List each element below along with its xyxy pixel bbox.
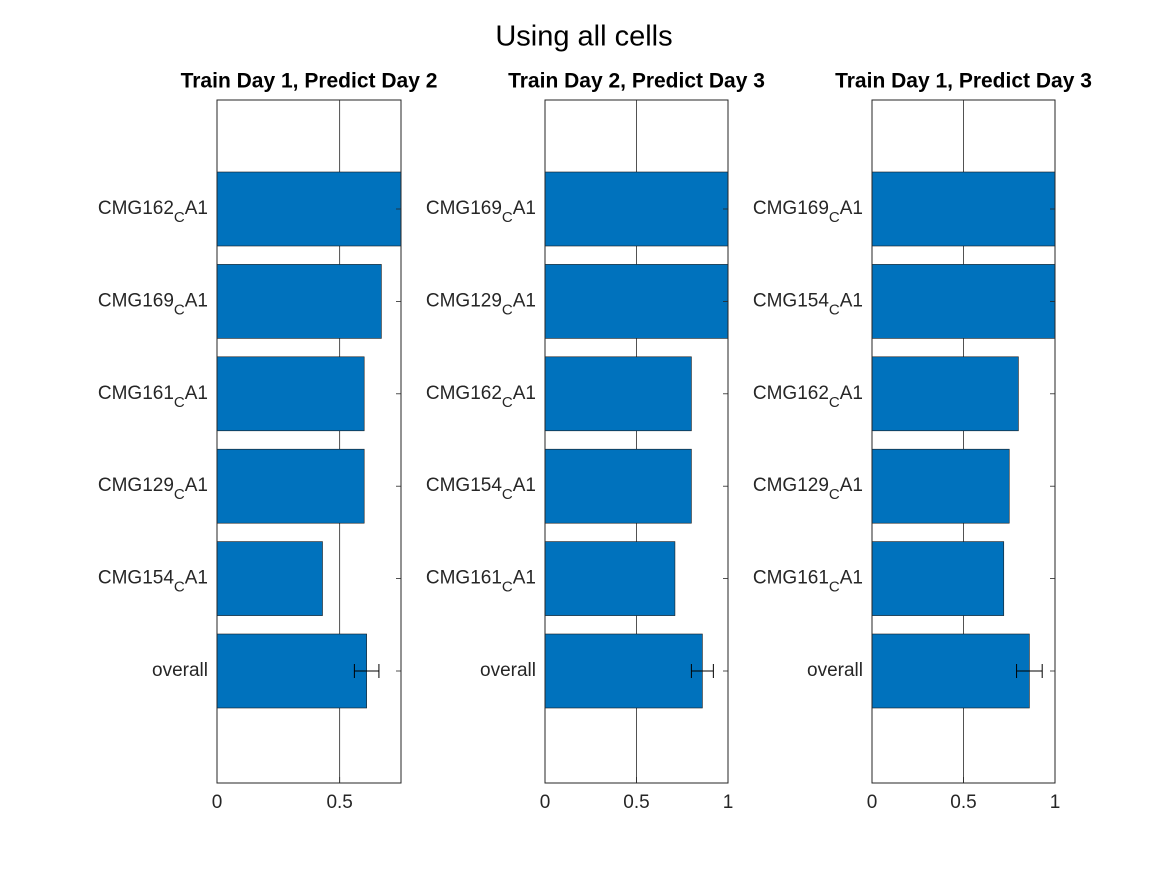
- bar: [216, 264, 382, 339]
- x-tick-label: 0.5: [950, 792, 976, 813]
- bar: [871, 541, 1005, 616]
- bar: [871, 264, 1056, 339]
- bar: [544, 356, 692, 432]
- y-tick-label: CMG154CA1: [753, 290, 863, 318]
- y-tick-label: CMG129CA1: [753, 475, 863, 503]
- y-tick-label: CMG129CA1: [98, 475, 208, 503]
- bar: [544, 633, 703, 709]
- error-bar: [690, 664, 714, 678]
- subplot-title: Train Day 1, Predict Day 2: [181, 70, 438, 93]
- error-bar: [1016, 664, 1043, 678]
- bar: [544, 264, 729, 339]
- y-tick-label: CMG162CA1: [426, 383, 536, 411]
- figure-title: Using all cells: [495, 21, 672, 53]
- y-tick-label: overall: [807, 660, 863, 681]
- subplot-title: Train Day 1, Predict Day 3: [835, 70, 1092, 93]
- y-tick-label: CMG161CA1: [753, 568, 863, 596]
- y-tick-label: CMG169CA1: [98, 290, 208, 318]
- y-tick-label: CMG162CA1: [98, 198, 208, 226]
- y-tick-label: CMG161CA1: [426, 568, 536, 596]
- bar: [871, 448, 1010, 524]
- axes-box: [871, 99, 1056, 784]
- y-tick-label: CMG169CA1: [426, 198, 536, 226]
- y-tick-label: CMG161CA1: [98, 383, 208, 411]
- x-tick-label: 1: [1050, 792, 1061, 813]
- x-tick-label: 0.5: [326, 792, 352, 813]
- error-bar: [353, 664, 380, 678]
- bar: [216, 448, 365, 524]
- bar: [216, 356, 365, 432]
- bar: [216, 633, 367, 709]
- x-tick-label: 1: [723, 792, 734, 813]
- bar: [544, 171, 729, 247]
- axes-box: [544, 99, 729, 784]
- bar: [216, 541, 323, 616]
- y-tick-label: overall: [480, 660, 536, 681]
- y-tick-label: CMG154CA1: [98, 568, 208, 596]
- subplot-title: Train Day 2, Predict Day 3: [508, 70, 765, 93]
- x-tick-label: 0.5: [623, 792, 649, 813]
- bar: [871, 633, 1030, 709]
- y-tick-label: overall: [152, 660, 208, 681]
- y-tick-label: CMG154CA1: [426, 475, 536, 503]
- y-tick-label: CMG162CA1: [753, 383, 863, 411]
- bar: [544, 541, 676, 616]
- bar: [216, 171, 402, 247]
- x-tick-label: 0: [540, 792, 551, 813]
- bar: [871, 356, 1019, 432]
- x-tick-label: 0: [867, 792, 878, 813]
- bar: [544, 448, 692, 524]
- bar: [871, 171, 1056, 247]
- axes-box: [216, 99, 402, 784]
- y-tick-label: CMG169CA1: [753, 198, 863, 226]
- x-tick-label: 0: [212, 792, 223, 813]
- y-tick-label: CMG129CA1: [426, 290, 536, 318]
